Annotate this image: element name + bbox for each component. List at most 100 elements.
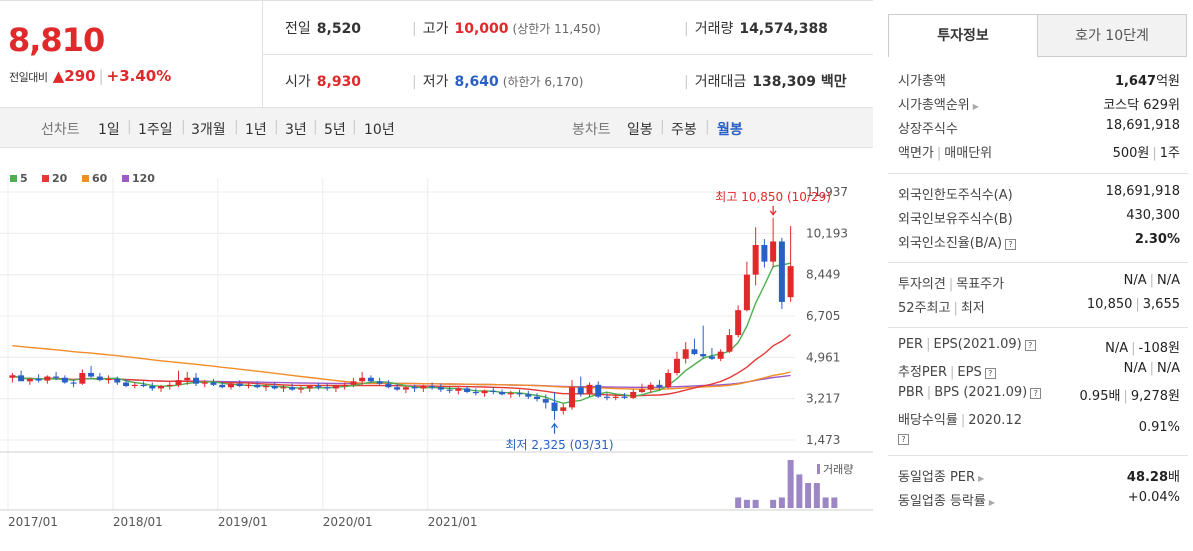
candle-body bbox=[525, 394, 532, 397]
candle-body bbox=[569, 387, 576, 408]
ma60-line bbox=[12, 345, 791, 390]
candle-body bbox=[472, 391, 479, 394]
foreign-ratio-row: 외국인소진율(B/A)? 2.30% bbox=[898, 232, 1180, 251]
candle-body bbox=[481, 390, 488, 394]
est-per-row: 추정PER | EPS? N/A | N/A bbox=[898, 361, 1180, 380]
candle-body bbox=[219, 384, 226, 388]
candle-body bbox=[359, 377, 366, 382]
period-1w[interactable]: 1주일 bbox=[138, 122, 173, 138]
chevron-right-icon: ▶ bbox=[988, 498, 996, 507]
x-tick-label: 2020/01 bbox=[323, 515, 373, 529]
candle-body bbox=[402, 387, 409, 390]
x-tick-label: 2017/01 bbox=[8, 515, 58, 529]
trade-amount: | 거래대금 138,309 백만 bbox=[684, 74, 847, 90]
candle-body bbox=[149, 386, 156, 389]
candle-monthly[interactable]: 월봉 bbox=[717, 122, 743, 138]
price-box: 8,810 전일대비 ▲290 | +3.40% bbox=[0, 1, 263, 108]
line-chart-label: 선차트 bbox=[41, 122, 80, 138]
candle-body bbox=[227, 383, 234, 388]
period-5y[interactable]: 5년 bbox=[324, 122, 346, 138]
help-icon[interactable]: ? bbox=[1005, 239, 1017, 250]
period-1d[interactable]: 1일 bbox=[98, 122, 120, 138]
volume-label: 거래량 bbox=[823, 463, 853, 476]
candle-body bbox=[96, 376, 103, 381]
candle-body bbox=[9, 375, 16, 378]
period-3m[interactable]: 3개월 bbox=[191, 122, 226, 138]
listed-shares-row: 상장주식수 18,691,918 bbox=[898, 118, 1180, 137]
candle-body bbox=[166, 384, 173, 387]
candle-body bbox=[61, 377, 68, 383]
max-annotation: 최고 10,850 (10/29) bbox=[715, 190, 831, 204]
open-price: 시가 8,930 bbox=[285, 74, 362, 90]
candle-body bbox=[131, 384, 138, 387]
candle-body bbox=[691, 349, 698, 355]
foreign-hold-row: 외국인보유주식수(B) 430,300 bbox=[898, 208, 1180, 227]
candle-daily[interactable]: 일봉 bbox=[627, 122, 653, 138]
candle-body bbox=[394, 387, 401, 390]
y-tick-label: 8,449 bbox=[806, 268, 840, 282]
candle-body bbox=[175, 380, 182, 385]
candle-body bbox=[630, 391, 637, 398]
min-arrow-icon bbox=[551, 422, 559, 434]
industry-per-row[interactable]: 동일업종 PER ▶ 48.28배 bbox=[898, 470, 1180, 485]
candle-body bbox=[297, 388, 304, 390]
market-cap-rank-row[interactable]: 시가총액순위 ▶ 코스닥 629위 bbox=[898, 98, 1180, 113]
y-tick-label: 3,217 bbox=[806, 392, 840, 406]
y-tick-label: 6,705 bbox=[806, 309, 840, 323]
change-label: 전일대비 bbox=[9, 71, 48, 84]
volume-bar bbox=[822, 497, 829, 508]
price-chart: 11,93710,1938,4496,7054,9613,2171,473201… bbox=[0, 172, 873, 529]
legend-swatch bbox=[122, 175, 129, 182]
tab-invest-info[interactable]: 투자정보 bbox=[888, 14, 1038, 57]
change-percent: +3.40% bbox=[106, 67, 172, 85]
candle-body bbox=[778, 241, 785, 302]
tab-hoga-10[interactable]: 호가 10단계 bbox=[1037, 14, 1187, 57]
high-price: | 고가 10,000 (상한가 11,450) bbox=[412, 21, 601, 37]
candle-body bbox=[324, 387, 331, 389]
volume-bar bbox=[813, 483, 820, 508]
ma20-line bbox=[12, 333, 792, 397]
x-tick-label: 2018/01 bbox=[113, 515, 163, 529]
legend-label: 120 bbox=[132, 172, 155, 185]
candle-weekly[interactable]: 주봉 bbox=[671, 122, 697, 138]
candle-body bbox=[682, 349, 689, 359]
candle-body bbox=[280, 387, 287, 389]
help-icon[interactable]: ? bbox=[1030, 388, 1042, 399]
candle-body bbox=[262, 386, 269, 388]
candle-body bbox=[577, 387, 584, 395]
candle-body bbox=[236, 383, 243, 387]
candle-body bbox=[743, 274, 750, 311]
candle-body bbox=[367, 377, 374, 382]
candle-body bbox=[123, 382, 130, 387]
candle-body bbox=[254, 384, 261, 388]
help-icon[interactable]: ? bbox=[1024, 340, 1036, 351]
industry-change-row[interactable]: 동일업종 등락률 ▶ +0.04% bbox=[898, 490, 1180, 509]
candle-body bbox=[516, 393, 523, 395]
volume-bar bbox=[796, 474, 803, 508]
candle-body bbox=[437, 387, 444, 390]
candle-body bbox=[429, 386, 436, 388]
candle-body bbox=[245, 384, 252, 387]
candle-body bbox=[332, 386, 339, 389]
candle-body bbox=[752, 245, 759, 275]
candle-body bbox=[551, 402, 558, 411]
volume-legend-swatch bbox=[817, 464, 820, 474]
candle-body bbox=[271, 386, 278, 389]
period-1y[interactable]: 1년 bbox=[245, 122, 267, 138]
period-10y[interactable]: 10년 bbox=[364, 122, 395, 138]
volume-bar bbox=[743, 499, 750, 508]
help-icon[interactable]: ? bbox=[984, 368, 996, 379]
candle-body bbox=[647, 384, 654, 390]
period-3y[interactable]: 3년 bbox=[285, 122, 307, 138]
legend-label: 20 bbox=[52, 172, 68, 185]
period-toolbar: 선차트 1일 | 1주일 | 3개월 | 1년 | 3년 | 5년 | 10년 … bbox=[0, 108, 873, 148]
candle-body bbox=[306, 386, 313, 389]
candle-body bbox=[114, 378, 121, 383]
candle-body bbox=[411, 387, 418, 389]
y-tick-label: 10,193 bbox=[806, 226, 848, 240]
help-icon[interactable]: ? bbox=[898, 434, 909, 445]
candle-body bbox=[140, 384, 147, 387]
x-tick-label: 2021/01 bbox=[428, 515, 478, 529]
min-annotation: 최저 2,325 (03/31) bbox=[506, 438, 614, 452]
legend-swatch bbox=[42, 175, 49, 182]
